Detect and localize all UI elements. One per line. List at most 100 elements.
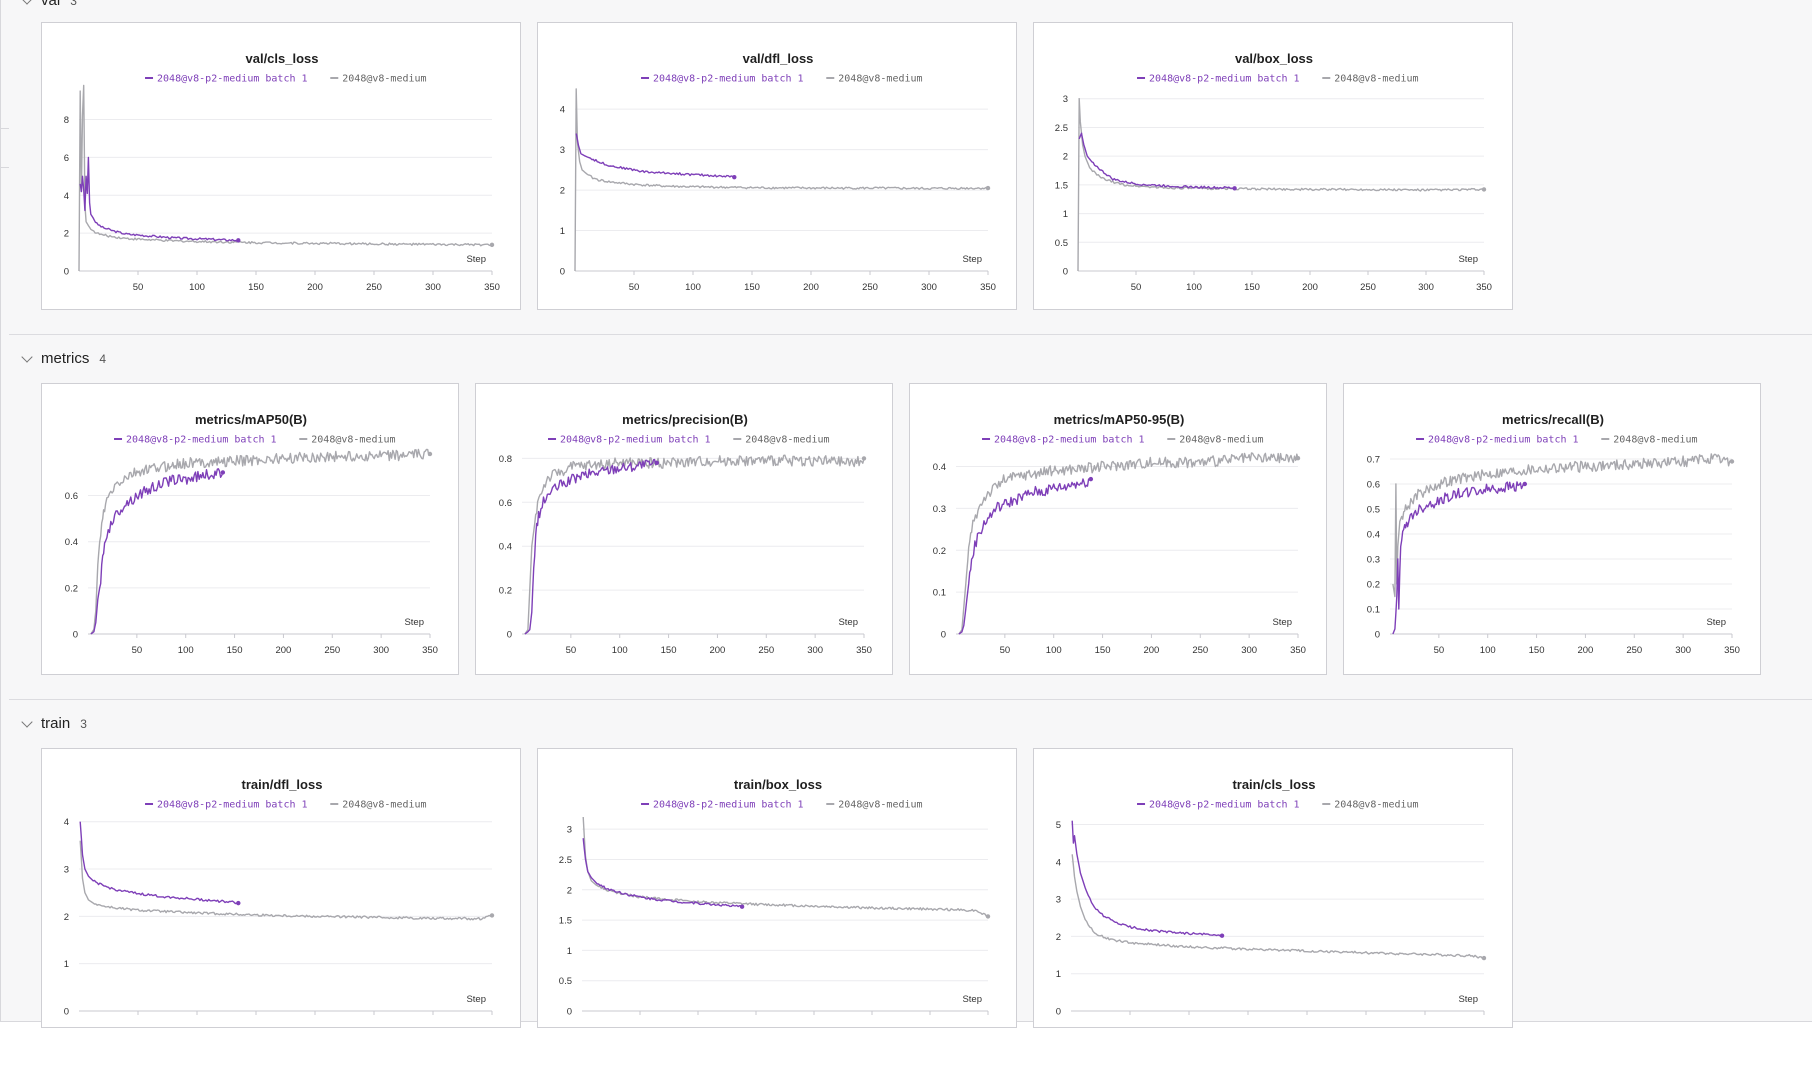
legend-entry: 2048@v8-medium [1334,800,1418,811]
legend-entry: 2048@v8-p2-medium batch 1 [1149,800,1300,811]
chart-title: train/dfl_loss [242,777,323,792]
chart-legend: 2048@v8-p2-medium batch 1 2048@v8-medium [641,74,923,85]
x-tick-label: 50 [1131,282,1142,293]
chart-title: val/cls_loss [246,51,319,66]
y-tick-label: 1 [567,946,572,957]
x-tick-label: 200 [275,645,291,656]
x-tick-label: 150 [1095,645,1111,656]
series-line [1077,98,1485,272]
x-tick-label: 200 [1577,645,1593,656]
series-end-point [985,185,991,191]
y-tick-label: 2 [64,229,69,240]
section-title: train [41,715,71,732]
chart-panel-val-dfl[interactable]: val/dfl_loss 2048@v8-p2-medium batch 1 204… [537,22,1017,310]
section-divider [9,699,1812,700]
y-tick-label: 4 [64,817,69,828]
series-line [524,454,865,635]
section-count: 3 [80,716,87,731]
chart-title: metrics/precision(B) [622,412,748,427]
chart-panel-val-cls[interactable]: val/cls_loss 2048@v8-p2-medium batch 1 204… [41,22,521,310]
y-tick-label: 0 [64,267,69,278]
section-divider [9,334,1812,335]
y-tick-label: 0.6 [499,498,512,509]
chart-title: metrics/mAP50(B) [195,412,307,427]
x-tick-label: 200 [1302,282,1318,293]
series-line [79,840,493,921]
x-tick-label: 100 [1046,645,1062,656]
x-tick-label: 50 [1434,645,1445,656]
left-edge-tab [1,128,9,168]
y-tick-label: 3 [1063,94,1068,105]
chart-panel-metrics-map5095[interactable]: metrics/mAP50-95(B) 2048@v8-p2-medium bat… [909,383,1327,675]
y-tick-label: 2 [1063,152,1068,163]
section-header-val[interactable]: val 3 [21,0,77,9]
x-tick-label: 150 [248,282,264,293]
chart-panel-metrics-map50[interactable]: metrics/mAP50(B) 2048@v8-p2-medium batch … [41,383,459,675]
x-tick-label: 200 [709,645,725,656]
x-tick-label: 100 [178,645,194,656]
chart-legend: 2048@v8-p2-medium batch 1 2048@v8-medium [548,435,830,446]
x-tick-label: 150 [227,645,243,656]
chevron-down-icon[interactable] [21,715,33,728]
x-tick-label: 350 [856,645,872,656]
section-count: 3 [70,0,77,8]
y-tick-label: 6 [64,153,69,164]
y-tick-label: 1 [1063,209,1068,220]
chart-legend: 2048@v8-p2-medium batch 1 2048@v8-medium [1137,800,1419,811]
chart-legend: 2048@v8-p2-medium batch 1 2048@v8-medium [1137,74,1419,85]
chart-panel-val-box[interactable]: val/box_loss 2048@v8-p2-medium batch 1 204… [1033,22,1513,310]
legend-entry: 2048@v8-medium [1334,74,1418,85]
series-end-point [732,174,737,180]
y-tick-label: 2 [560,186,565,197]
y-tick-label: 0 [567,1007,572,1018]
legend-entry: 2048@v8-p2-medium batch 1 [653,800,804,811]
y-tick-label: 0.4 [65,537,78,548]
chart-svg: metrics/precision(B) 2048@v8-p2-medium ba… [499,412,872,656]
series-end-point [236,900,241,906]
chart-title: val/dfl_loss [743,51,814,66]
series-end-point [1295,455,1301,461]
x-tick-label: 250 [366,282,382,293]
series-end-point [1219,933,1225,938]
chart-svg: val/dfl_loss 2048@v8-p2-medium batch 1 204… [560,51,996,293]
series-line [1078,132,1235,190]
chevron-down-icon[interactable] [21,350,33,363]
section-header-train[interactable]: train 3 [21,715,87,732]
chart-panel-metrics-recall[interactable]: metrics/recall(B) 2048@v8-p2-medium batch… [1343,383,1761,675]
legend-entry: 2048@v8-medium [745,435,829,446]
x-tick-label: 250 [1626,645,1642,656]
series-end-point [427,451,433,457]
x-tick-label: 50 [1000,645,1011,656]
y-tick-label: 0.2 [1367,580,1380,591]
y-tick-label: 0 [1063,267,1068,278]
chart-panel-metrics-precision[interactable]: metrics/precision(B) 2048@v8-p2-medium ba… [475,383,893,675]
y-tick-label: 3 [560,145,565,156]
section-title: val [41,0,61,9]
series-line [958,452,1299,635]
x-tick-label: 250 [862,282,878,293]
chevron-down-icon[interactable] [21,0,33,5]
series-line [90,468,224,635]
y-tick-label: 0 [941,630,946,641]
series-line [1392,481,1526,635]
y-tick-label: 0 [1375,630,1380,641]
y-tick-label: 3 [567,825,572,836]
y-tick-label: 2.5 [559,855,572,866]
section-header-metrics[interactable]: metrics 4 [21,350,106,367]
y-tick-label: 2.5 [1055,123,1068,134]
y-tick-label: 8 [64,115,69,126]
series-end-point [236,238,241,243]
legend-entry: 2048@v8-medium [838,800,922,811]
x-tick-label: 50 [629,282,640,293]
series-end-point [861,456,867,461]
x-tick-label: 300 [373,645,389,656]
y-tick-label: 0.1 [933,588,946,599]
x-tick-label: 300 [1675,645,1691,656]
y-tick-label: 4 [64,191,69,202]
series-end-point [654,460,660,465]
legend-entry: 2048@v8-p2-medium batch 1 [653,74,804,85]
